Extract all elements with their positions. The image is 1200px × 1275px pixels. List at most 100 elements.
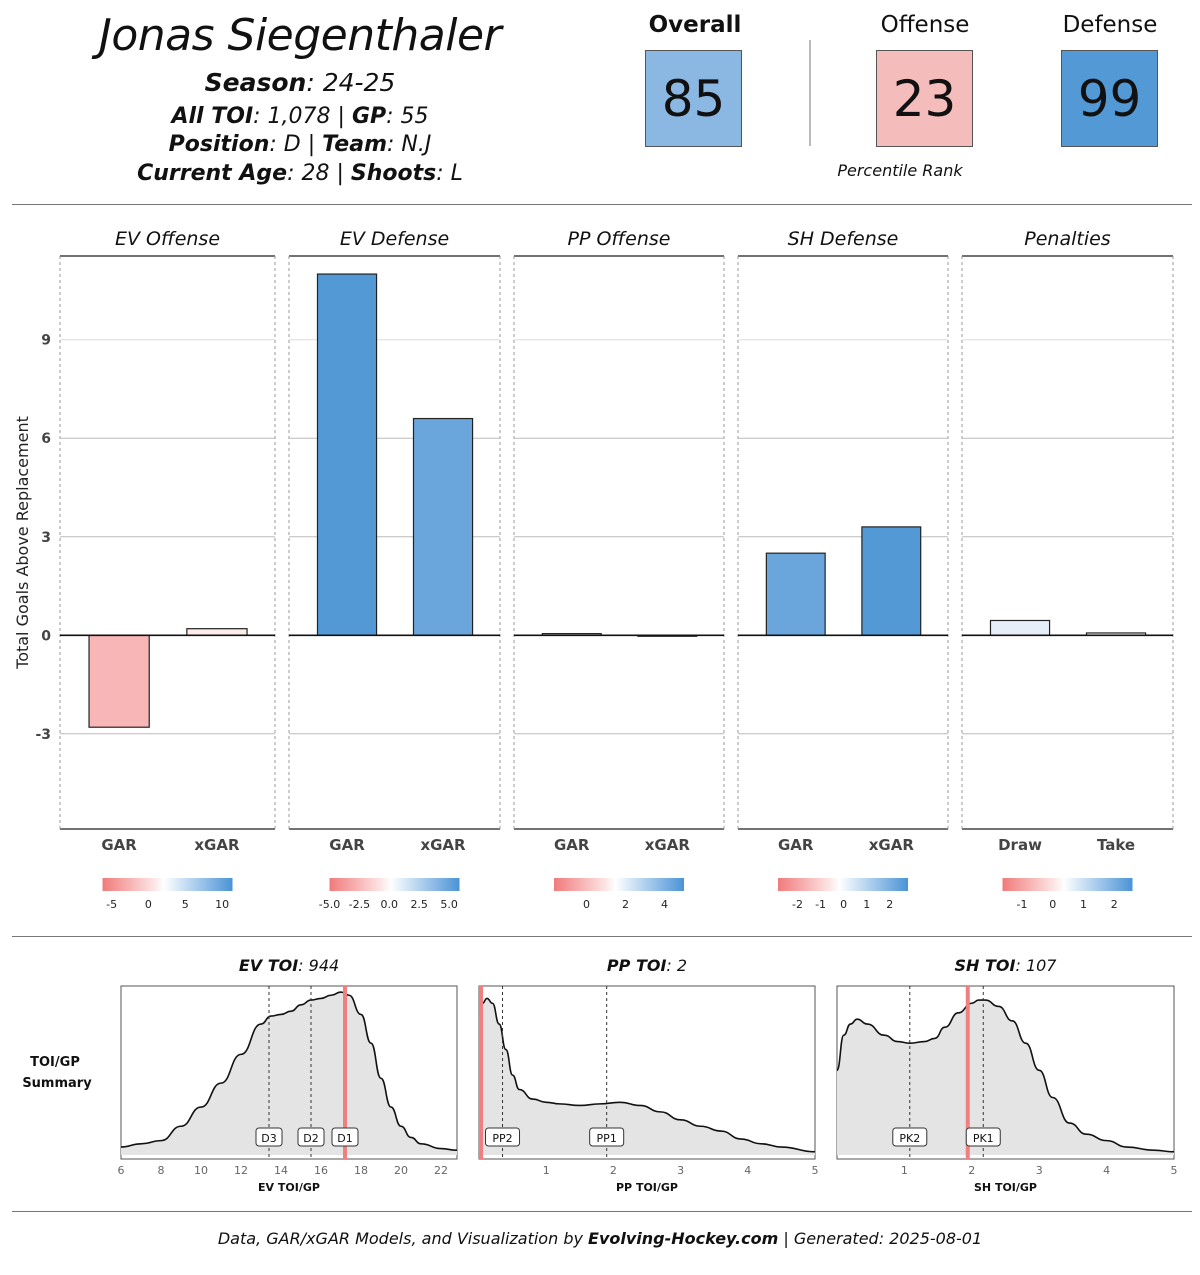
line-label: D1 [337,1132,352,1145]
panel-ev-defense: EV Defense GAR xGAR -5.0 -2.5 0.0 2.5 5.0 [288,228,501,911]
overall-label: Overall [648,12,742,38]
bar-gar [316,273,378,636]
legend-tick-label: 2 [886,898,893,911]
legend-tick-label: 0 [145,898,152,911]
toi-panel-sh: SH TOI: 107 PK2 PK1 1 2 3 4 5 SH TOI/GP [836,956,1178,1194]
x-axis-label: SH TOI/GP [974,1181,1037,1194]
legend-tick-label: -5.0 [319,898,340,911]
color-legend-bar [1002,878,1133,891]
x-tick-label: 16 [314,1164,328,1177]
panel-title: EV Defense [340,228,449,250]
position-team-line: Position: D | Team: N.J [0,132,600,157]
all-toi-value: : 1,078 | [253,104,352,129]
footer-credit: Data, GAR/xGAR Models, and Visualization… [0,1229,1200,1248]
legend-tick-label: 10 [215,898,229,911]
percentile-divider [809,40,811,146]
legend-tick-label: 2 [1111,898,1118,911]
panel-title: PP Offense [568,228,671,250]
x-tick-label: 8 [158,1164,165,1177]
legend-tick-label: 2.5 [410,898,428,911]
age-value: : 28 | [287,161,351,186]
row-label: Summary [22,1076,92,1091]
season-value: : 24-25 [306,68,396,97]
bar-gar [765,552,826,636]
panel-sh-defense: SH Defense GAR xGAR -2 -1 0 1 2 [737,228,949,911]
x-tick-label: 12 [234,1164,248,1177]
y-tick-label: 3 [41,530,51,546]
density-curve [120,991,458,1152]
toi-panel-ev: EV TOI: 944 D3 D2 D1 6 8 10 12 14 16 18 20 22 EV TOI/… [118,956,458,1194]
density-area [479,998,815,1155]
x-tick-label: 4 [744,1164,751,1177]
panel-ev-offense: EV Offense GAR xGAR -5 0 5 10 [59,228,276,911]
toi-title-value: : 944 [298,956,339,975]
legend-tick-label: 2 [622,898,629,911]
toi-title-label: EV TOI [239,956,298,975]
legend-tick-label: 4 [661,898,668,911]
x-tick-label: 18 [354,1164,368,1177]
x-tick-label: xGAR [420,836,466,854]
density-curve [478,997,816,1153]
legend-tick-label: 1 [1080,898,1087,911]
x-tick-label: xGAR [194,836,240,854]
bar-draw [989,619,1051,636]
player-name: Jonas Siegenthaler [98,10,502,61]
toi-title-label: PP TOI [607,956,667,975]
toi-panel-title: SH TOI: 107 [955,956,1058,975]
legend-tick-label: 1 [863,898,870,911]
overall-score-box: 85 [645,50,742,147]
line-label: PP2 [492,1132,512,1145]
toi-panel-title: PP TOI: 2 [607,956,687,975]
shoots-label: Shoots [350,161,437,186]
y-axis-label: Total Goals Above Replacement [13,416,32,670]
color-legend-bar [102,878,233,891]
toi-title-value: : 2 [666,956,687,975]
team-label: Team [322,132,387,157]
panel-penalties: Penalties Draw Take -1 0 1 2 [961,228,1174,911]
density-curve [836,999,1175,1153]
bar-xgar [186,628,248,636]
line-label-box [297,1127,325,1147]
season-line: Season: 24-25 [0,68,600,97]
x-tick-label: 22 [434,1164,448,1177]
line-label-box [965,1127,1001,1147]
y-tick-label: 6 [41,431,51,447]
line-label: D3 [261,1132,276,1145]
x-tick-label: 5 [1171,1164,1178,1177]
line-label: PP1 [597,1132,617,1145]
legend-tick-label: -1 [815,898,826,911]
color-legend-bar [329,878,460,891]
x-tick-label: xGAR [869,836,915,854]
shoots-value: : L [436,161,463,186]
legend-tick-label: -1 [1017,898,1028,911]
position-value: : D | [269,132,323,157]
legend-tick-label: 0.0 [381,898,399,911]
density-area [121,992,457,1155]
line-label-box [589,1127,625,1147]
gp-value: : 55 [386,104,429,129]
all-toi-label: All TOI [171,104,254,129]
y-tick-label: -3 [35,727,51,743]
y-tick-label: 9 [41,333,51,349]
line-label: PK1 [973,1132,994,1145]
x-tick-label: Draw [998,836,1042,854]
line-label-box [255,1127,283,1147]
x-tick-label: 10 [194,1164,208,1177]
x-axis-label: EV TOI/GP [258,1181,320,1194]
density-area [837,1000,1174,1155]
percentile-rank-caption: Percentile Rank [837,161,963,180]
x-tick-label: 6 [118,1164,125,1177]
line-label: D2 [303,1132,318,1145]
footer-text-post: | Generated: 2025-08-01 [778,1229,983,1248]
gar-bar-chart: Total Goals Above Replacement -3 0 3 6 9 EV Of… [13,228,1174,911]
age-label: Current Age [137,161,288,186]
panel-title: SH Defense [788,228,899,250]
footer-brand: Evolving-Hockey.com [588,1229,779,1248]
season-label: Season [204,68,307,97]
legend-tick-label: 0 [1049,898,1056,911]
footer-divider [12,1211,1192,1212]
legend-tick-label: 0 [583,898,590,911]
x-axis-label: PP TOI/GP [616,1181,678,1194]
x-tick-label: 5 [812,1164,819,1177]
